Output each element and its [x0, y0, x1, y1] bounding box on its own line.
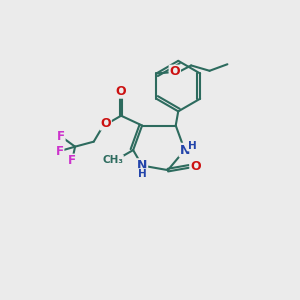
Text: N: N — [179, 144, 190, 157]
Text: H: H — [188, 141, 197, 151]
Text: F: F — [57, 130, 65, 143]
Text: F: F — [56, 145, 64, 158]
Text: F: F — [68, 154, 76, 167]
Text: O: O — [169, 65, 180, 79]
Text: O: O — [100, 117, 111, 130]
Text: CH₃: CH₃ — [102, 155, 123, 166]
Text: O: O — [190, 160, 201, 173]
Text: N: N — [137, 159, 147, 172]
Text: O: O — [116, 85, 126, 98]
Text: H: H — [138, 169, 146, 179]
